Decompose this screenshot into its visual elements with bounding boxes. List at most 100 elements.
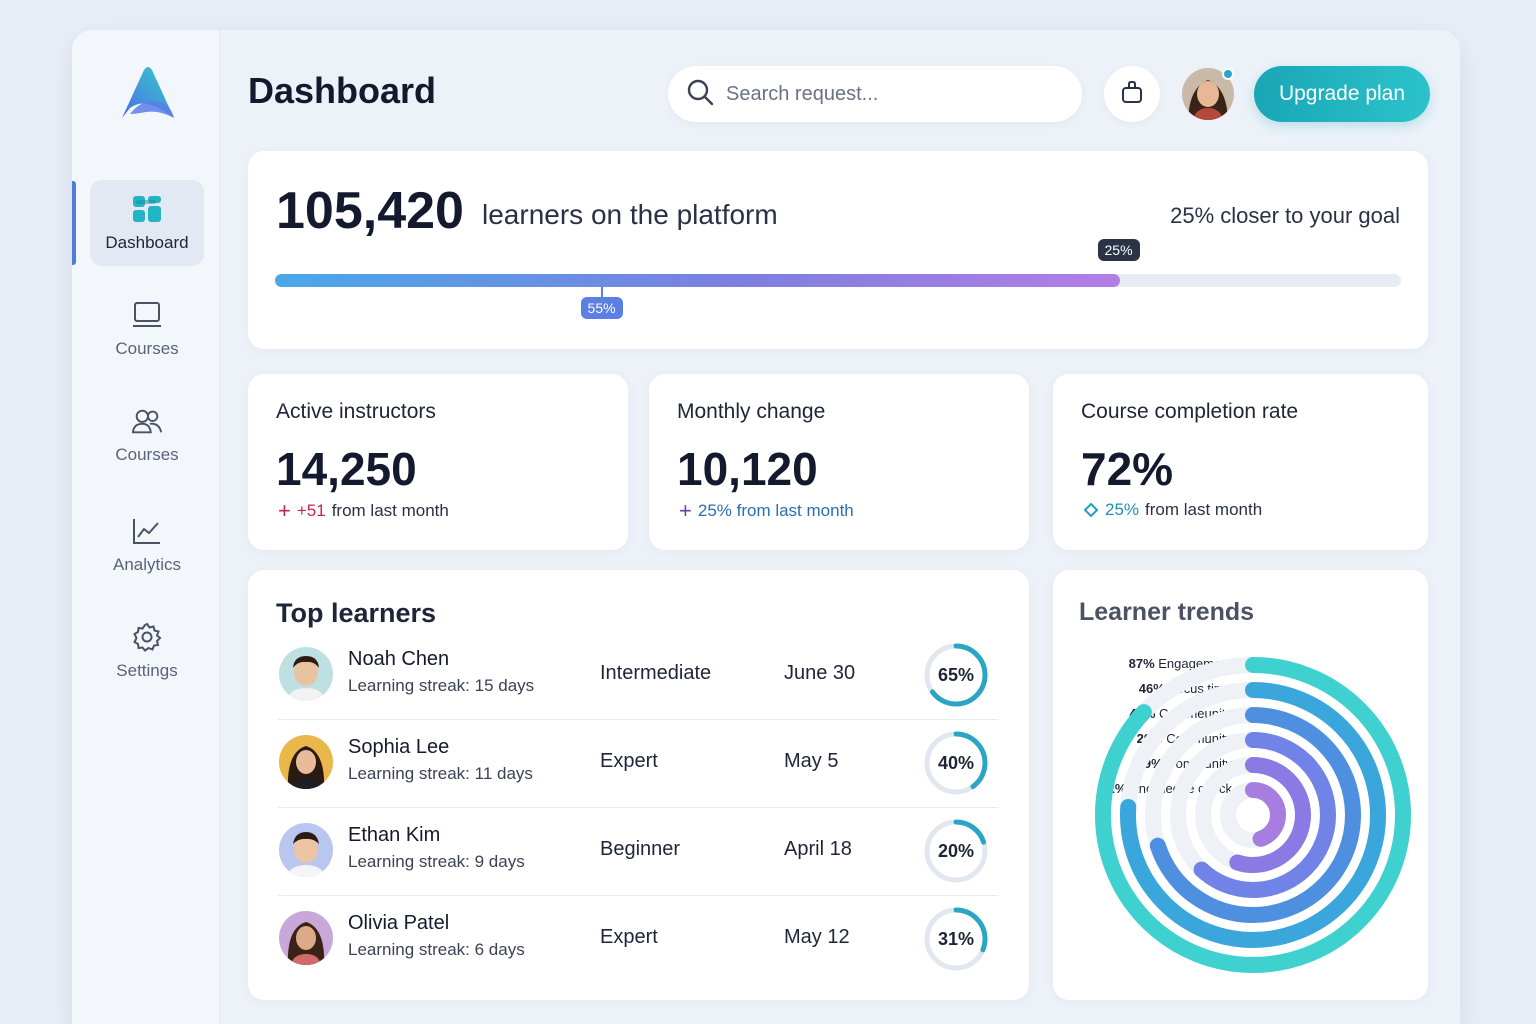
avatar bbox=[279, 823, 333, 877]
gear-icon bbox=[131, 621, 163, 653]
stat-delta-value: 25% bbox=[1105, 500, 1140, 519]
stat-delta-value: 25% from last month bbox=[697, 501, 854, 520]
stat-delta-value: +51 bbox=[296, 501, 326, 520]
stat-delta: + 25% from last month bbox=[679, 500, 860, 522]
learner-percent: 40% bbox=[937, 752, 975, 773]
stat-value: 10,120 bbox=[677, 443, 818, 495]
share-button[interactable] bbox=[1104, 66, 1160, 122]
stat-value: 72% bbox=[1081, 443, 1174, 495]
top-learners-title: Top learners bbox=[276, 598, 437, 628]
table-row[interactable]: Sophia Lee Learning streak: 11 days Expe… bbox=[278, 720, 998, 808]
progress-ring bbox=[924, 819, 988, 883]
stat-card-monthly-change: Monthly change 10,120 + 25% from last mo… bbox=[649, 374, 1029, 550]
stat-delta-text: from last month bbox=[331, 501, 449, 520]
learner-streak: Learning streak: 6 days bbox=[348, 940, 525, 959]
learner-level: Beginner bbox=[600, 838, 681, 860]
progress-ring bbox=[924, 731, 988, 795]
trend-arc bbox=[1220, 782, 1286, 848]
progress-ring-fill bbox=[924, 643, 988, 707]
users-icon bbox=[131, 405, 163, 437]
sidebar-item-settings[interactable]: Settings bbox=[90, 608, 204, 694]
table-row[interactable]: Noah Chen Learning streak: 15 days Inter… bbox=[278, 632, 998, 720]
learner-trends-chart bbox=[1095, 657, 1411, 973]
progress-ring-fill bbox=[924, 819, 988, 883]
learners-count: 105,420 bbox=[276, 182, 464, 240]
sidebar-item-courses[interactable]: Courses bbox=[90, 286, 204, 372]
stat-delta: + +51 from last month bbox=[278, 500, 449, 522]
progress-ring bbox=[924, 643, 988, 707]
learner-percent: 31% bbox=[937, 928, 975, 949]
learner-level: Expert bbox=[600, 926, 658, 948]
sidebar-item-label: Analytics bbox=[112, 555, 182, 574]
chart-icon bbox=[131, 515, 163, 547]
trend-label-pct: 87% bbox=[1128, 656, 1159, 671]
share-icon bbox=[1121, 80, 1143, 109]
progress-marker-line bbox=[600, 287, 603, 297]
learner-streak: Learning streak: 11 days bbox=[348, 764, 533, 783]
learner-date: May 5 bbox=[784, 750, 839, 772]
sidebar-item-courses-people[interactable]: Courses bbox=[90, 392, 204, 478]
top-learners-card: Top learners Noah Chen Learning streak: … bbox=[248, 570, 1029, 1000]
plus-icon: + bbox=[278, 498, 291, 523]
avatar bbox=[279, 647, 333, 701]
stat-delta: 25% from last month bbox=[1083, 500, 1262, 520]
learner-trends-card: Learner trends 87% Engagement 46% Focus t… bbox=[1053, 570, 1428, 1000]
learner-streak: Learning streak: 15 days bbox=[348, 676, 535, 695]
learner-name: Ethan Kim bbox=[348, 824, 441, 846]
progress-ring-fill bbox=[924, 731, 988, 795]
learners-subtitle: learners on the platform bbox=[482, 199, 778, 230]
laptop-icon bbox=[131, 299, 163, 331]
learner-name: Sophia Lee bbox=[348, 736, 450, 758]
search-icon bbox=[686, 78, 714, 111]
learner-date: May 12 bbox=[784, 926, 850, 948]
dashboard-icon bbox=[131, 193, 163, 225]
upgrade-plan-button[interactable]: Upgrade plan bbox=[1254, 66, 1430, 122]
avatar bbox=[279, 735, 333, 789]
stat-value: 14,250 bbox=[276, 443, 417, 495]
learner-date: June 30 bbox=[784, 662, 856, 684]
sidebar-item-label: Courses bbox=[115, 445, 179, 464]
sidebar: Dashboard Courses Courses bbox=[72, 30, 220, 1024]
sidebar-item-dashboard[interactable]: Dashboard bbox=[90, 180, 204, 266]
sidebar-item-analytics[interactable]: Analytics bbox=[90, 502, 204, 588]
nav-active-indicator bbox=[72, 181, 76, 265]
trend-arc bbox=[1170, 732, 1336, 898]
stat-title: Course completion rate bbox=[1081, 400, 1299, 423]
learner-name: Noah Chen bbox=[348, 648, 450, 670]
trend-arc bbox=[1195, 757, 1311, 873]
learner-trends-title: Learner trends bbox=[1079, 598, 1255, 626]
learner-name: Olivia Patel bbox=[348, 912, 450, 934]
progress-marker-bottom: 55% bbox=[580, 297, 623, 319]
trend-arc bbox=[1120, 682, 1386, 948]
stat-card-active-instructors: Active instructors 14,250 + +51 from las… bbox=[248, 374, 628, 550]
learner-date: April 18 bbox=[784, 838, 852, 860]
learners-summary-card: 105,420 learners on the platform 25% clo… bbox=[248, 151, 1428, 349]
progress-ring bbox=[924, 907, 988, 971]
stat-card-completion-rate: Course completion rate 72% 25% from last… bbox=[1053, 374, 1428, 550]
page-title: Dashboard bbox=[248, 70, 437, 111]
learner-streak: Learning streak: 9 days bbox=[348, 852, 525, 871]
app-logo-icon[interactable] bbox=[116, 64, 180, 124]
stat-delta-text: from last month bbox=[1145, 500, 1263, 519]
user-avatar[interactable] bbox=[1180, 66, 1236, 122]
search-input[interactable] bbox=[726, 82, 1046, 106]
goal-text: 25% closer to your goal bbox=[1170, 203, 1400, 228]
progress-ring-fill bbox=[924, 907, 988, 971]
table-row[interactable]: Ethan Kim Learning streak: 9 days Beginn… bbox=[278, 808, 998, 896]
learner-percent: 20% bbox=[937, 840, 975, 861]
stat-title: Active instructors bbox=[276, 400, 436, 423]
search-box[interactable] bbox=[668, 66, 1082, 122]
plus-icon: + bbox=[679, 498, 692, 523]
sidebar-item-label: Settings bbox=[116, 661, 178, 680]
table-row[interactable]: Olivia Patel Learning streak: 6 days Exp… bbox=[278, 896, 998, 984]
progress-marker-top: 25% bbox=[1097, 239, 1140, 261]
learner-level: Expert bbox=[600, 750, 658, 772]
sidebar-item-label: Dashboard bbox=[105, 233, 189, 252]
trend-arc bbox=[1145, 707, 1361, 923]
goal-progress-track bbox=[275, 274, 1401, 287]
trend-arc bbox=[1095, 657, 1411, 973]
app-window: Dashboard Courses Courses bbox=[72, 30, 1460, 1024]
trend-diamond-icon bbox=[1083, 502, 1099, 518]
avatar bbox=[279, 911, 333, 965]
learner-percent: 65% bbox=[937, 664, 975, 685]
